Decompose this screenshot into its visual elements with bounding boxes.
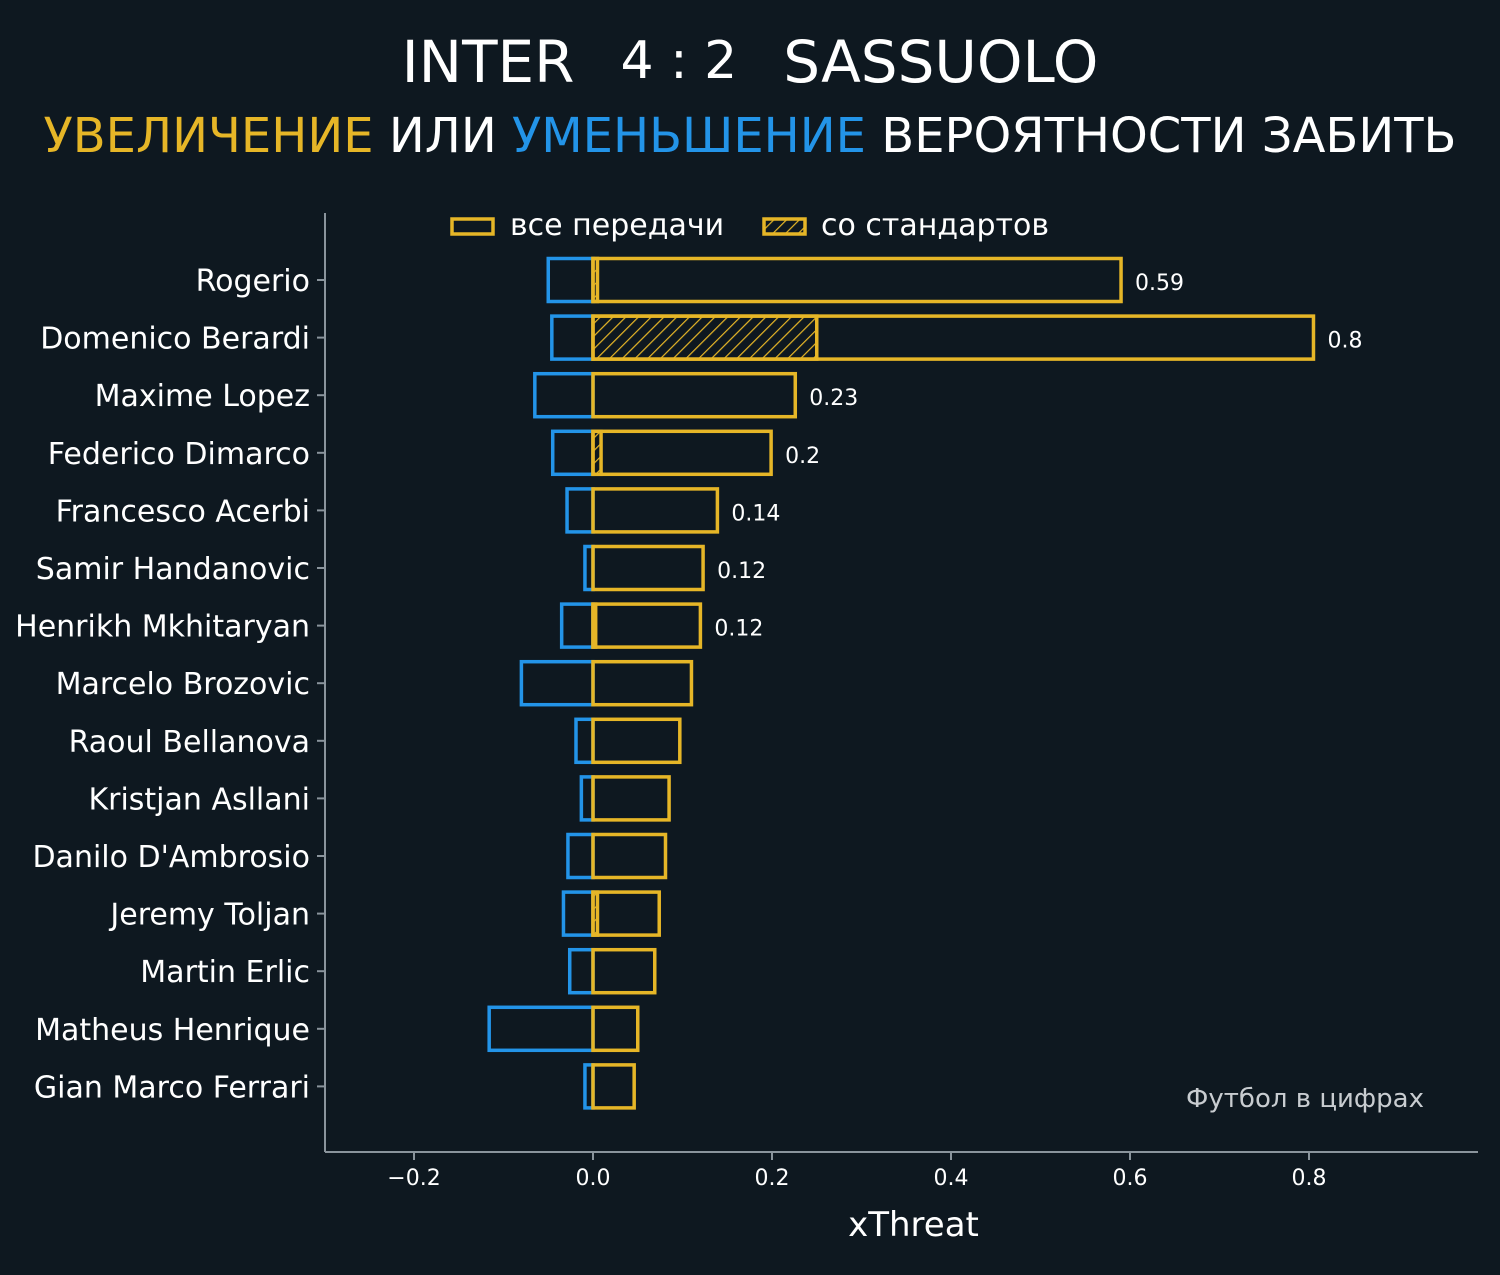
player-name-label: Henrikh Mkhitaryan: [15, 610, 310, 645]
negative-bar: [533, 371, 595, 419]
subtitle-decrease: УМЕНЬШЕНИЕ: [512, 108, 866, 164]
negative-bar: [559, 602, 595, 649]
player-row: Federico Dimarco 0.2: [48, 429, 820, 477]
player-row: Danilo D'Ambrosio: [32, 832, 668, 880]
negative-bar: [574, 717, 595, 765]
value-label: 0.14: [731, 501, 780, 526]
chart-legend: все передачи со стандартов: [450, 208, 1049, 243]
positive-bar: [591, 544, 705, 592]
x-tick-label: 0.4: [934, 1166, 969, 1191]
positive-bar: [591, 890, 661, 937]
player-name-label: Kristjan Asllani: [88, 782, 310, 817]
chart-bars: Rogerio 0.59 Domenico Berardi 0.8 Maxime Lop…: [15, 256, 1362, 1110]
positive-bar: [591, 371, 798, 419]
value-label: 0.2: [785, 444, 820, 469]
x-tick-label: −0.2: [387, 1166, 440, 1191]
negative-bar: [550, 429, 595, 477]
player-name-label: Gian Marco Ferrari: [34, 1070, 310, 1105]
negative-bar: [519, 659, 595, 707]
positive-bar: [591, 487, 720, 534]
player-row: Kristjan Asllani: [88, 775, 671, 822]
legend-swatch-outline: [450, 217, 495, 236]
away-team-name: SASSUOLO: [783, 28, 1099, 96]
positive-bar: [591, 602, 703, 649]
player-name-label: Domenico Berardi: [40, 322, 310, 357]
player-name-label: Martin Erlic: [140, 955, 310, 990]
positive-bar: [591, 1063, 636, 1110]
legend-label: все передачи: [510, 208, 724, 243]
negative-bar: [487, 1005, 595, 1053]
subtitle-increase: УВЕЛИЧЕНИЕ: [43, 108, 374, 164]
positive-bar: [591, 717, 682, 765]
player-name-label: Federico Dimarco: [48, 437, 310, 472]
legend-swatch-hatched: [762, 217, 807, 236]
value-label: 0.8: [1327, 329, 1362, 354]
negative-bar: [567, 947, 595, 995]
subtitle-rest: ВЕРОЯТНОСТИ ЗАБИТЬ: [866, 108, 1457, 164]
player-row: Francesco Acerbi 0.14: [56, 487, 780, 534]
legend-entry-all-passes: все передачи: [450, 208, 724, 243]
chart-subtitle: УВЕЛИЧЕНИЕ ИЛИ УМЕНЬШЕНИЕ ВЕРОЯТНОСТИ ЗА…: [0, 108, 1500, 164]
x-tick-label: 0.0: [576, 1166, 611, 1191]
player-row: Raoul Bellanova: [69, 717, 682, 765]
positive-bar: [591, 947, 657, 995]
value-label: 0.12: [717, 559, 766, 584]
x-tick-label: 0.6: [1113, 1166, 1148, 1191]
positive-bar: [591, 659, 694, 707]
negative-bar: [561, 890, 595, 937]
value-label: 0.23: [809, 386, 858, 411]
positive-bar: [591, 314, 1316, 361]
player-name-label: Maxime Lopez: [95, 379, 310, 414]
player-row: Samir Handanovic 0.12: [36, 544, 766, 592]
home-team-name: INTER: [401, 28, 575, 96]
x-axis-title: xThreat: [848, 1205, 979, 1245]
legend-label: со стандартов: [821, 208, 1049, 243]
player-name-label: Marcelo Brozovic: [56, 667, 310, 702]
player-row: Rogerio 0.59: [196, 256, 1184, 304]
player-name-label: Rogerio: [196, 264, 310, 299]
negative-bar: [546, 256, 595, 304]
player-row: Martin Erlic: [140, 947, 657, 995]
chart-title: INTER 4 : 2 SASSUOLO: [0, 28, 1500, 96]
player-name-label: Danilo D'Ambrosio: [32, 840, 310, 875]
player-name-label: Samir Handanovic: [36, 552, 310, 587]
positive-bar: [591, 832, 668, 880]
player-row: Domenico Berardi 0.8: [40, 314, 1362, 361]
negative-bar: [566, 832, 595, 880]
player-name-label: Raoul Bellanova: [69, 725, 310, 760]
player-row: Jeremy Toljan: [108, 890, 661, 937]
player-name-label: Matheus Henrique: [35, 1013, 310, 1048]
player-row: Henrikh Mkhitaryan 0.12: [15, 602, 763, 649]
chart-axes: −0.2 0.0 0.2 0.4 0.6 0.8 xThreat: [324, 213, 1478, 1245]
player-row: Gian Marco Ferrari: [34, 1063, 636, 1110]
positive-bar: [591, 429, 773, 477]
player-row: Marcelo Brozovic: [56, 659, 694, 707]
player-row: Matheus Henrique: [35, 1005, 640, 1053]
set-piece-bar: [591, 314, 819, 361]
player-name-label: Jeremy Toljan: [108, 898, 310, 933]
x-tick-label: 0.8: [1292, 1166, 1327, 1191]
positive-bar: [591, 256, 1123, 304]
x-tick-label: 0.2: [755, 1166, 790, 1191]
player-row: Maxime Lopez 0.23: [95, 371, 858, 419]
watermark-text: Футбол в цифрах: [1186, 1084, 1424, 1114]
player-name-label: Francesco Acerbi: [56, 494, 310, 529]
legend-entry-set-pieces: со стандартов: [762, 208, 1049, 243]
negative-bar: [550, 314, 595, 361]
subtitle-or: ИЛИ: [373, 108, 512, 164]
value-label: 0.59: [1135, 271, 1184, 296]
value-label: 0.12: [714, 617, 763, 642]
match-score: 4 : 2: [620, 31, 738, 91]
positive-bar: [591, 775, 671, 822]
positive-bar: [591, 1005, 640, 1053]
negative-bar: [565, 487, 595, 534]
